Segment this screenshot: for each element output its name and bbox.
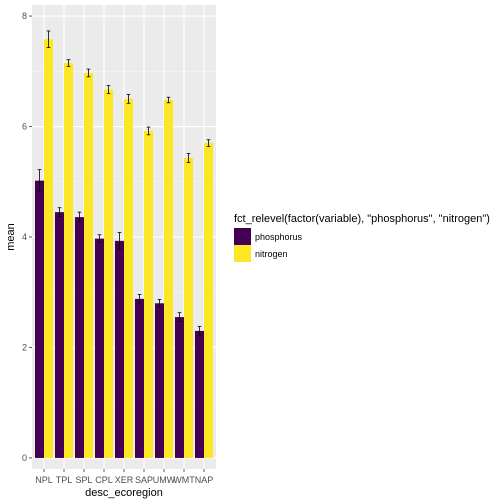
errorbar-nitrogen-wmt [186, 153, 191, 163]
bar-phosphorus-sap [135, 298, 144, 458]
errorbars [37, 30, 211, 336]
errorbar-phosphorus-npl [37, 169, 42, 193]
bar-nitrogen-cpl [104, 89, 113, 458]
errorbar-phosphorus-nap [197, 326, 202, 336]
y-axis: 0 2 4 6 8 [22, 11, 32, 463]
bar-phosphorus-umw [155, 303, 164, 458]
legend-items: phosphorus nitrogen [234, 228, 303, 262]
x-tick-label: TPL [56, 475, 73, 485]
x-tick-label: WMT [173, 475, 195, 485]
errorbar-phosphorus-xer [117, 232, 122, 250]
errorbar-phosphorus-umw [157, 299, 162, 308]
errorbar-nitrogen-sap [146, 126, 151, 136]
y-tick-label: 4 [22, 232, 27, 242]
x-axis-title: desc_ecoregion [85, 487, 163, 499]
legend-key-swatch [234, 245, 251, 262]
x-tick-label: NPL [35, 475, 53, 485]
errorbar-nitrogen-tpl [66, 59, 71, 67]
errorbar-nitrogen-cpl [106, 85, 111, 94]
bar-phosphorus-wmt [175, 317, 184, 458]
legend-label: nitrogen [255, 249, 288, 259]
bar-phosphorus-tpl [55, 212, 64, 458]
bar-phosphorus-nap [195, 330, 204, 458]
x-tick-label: SPL [75, 475, 92, 485]
errorbar-nitrogen-spl [86, 68, 91, 78]
x-tick-label: CPL [95, 475, 113, 485]
legend-item-phosphorus: phosphorus [234, 228, 303, 245]
bar-nitrogen-sap [144, 130, 153, 458]
y-tick-label: 0 [22, 453, 27, 463]
errorbar-phosphorus-wmt [177, 312, 182, 322]
errorbar-phosphorus-sap [137, 294, 142, 304]
bar-nitrogen-tpl [64, 63, 73, 458]
errorbar-phosphorus-spl [77, 211, 82, 223]
x-tick-label: XER [115, 475, 134, 485]
errorbar-nitrogen-npl [46, 30, 51, 48]
errorbar-nitrogen-xer [126, 94, 131, 104]
y-tick-label: 6 [22, 122, 27, 132]
errorbar-phosphorus-tpl [57, 207, 62, 217]
x-tick-label: NAP [195, 475, 214, 485]
x-tick-label: UMW [153, 475, 176, 485]
bar-phosphorus-spl [75, 217, 84, 458]
y-tick-label: 2 [22, 342, 27, 352]
bar-nitrogen-spl [84, 72, 93, 458]
x-tick-label: SAP [135, 475, 153, 485]
bars [35, 39, 213, 458]
bar-phosphorus-npl [35, 180, 44, 458]
errorbar-nitrogen-umw [166, 96, 171, 104]
y-axis-title: mean [5, 223, 17, 251]
legend-key-swatch [234, 228, 251, 245]
bar-nitrogen-wmt [184, 158, 193, 458]
errorbar-phosphorus-cpl [97, 234, 102, 243]
legend-item-nitrogen: nitrogen [234, 245, 288, 262]
bar-nitrogen-npl [44, 39, 53, 458]
bar-nitrogen-umw [164, 100, 173, 458]
bar-nitrogen-nap [204, 143, 213, 458]
legend-label: phosphorus [255, 232, 303, 242]
legend-title: fct_relevel(factor(variable), "phosphoru… [234, 213, 490, 225]
bar-phosphorus-xer [115, 240, 124, 458]
bar-phosphorus-cpl [95, 238, 104, 458]
bar-nitrogen-xer [124, 98, 133, 458]
errorbar-nitrogen-nap [206, 139, 211, 147]
y-tick-label: 8 [22, 11, 27, 21]
legend: fct_relevel(factor(variable), "phosphoru… [234, 213, 490, 262]
